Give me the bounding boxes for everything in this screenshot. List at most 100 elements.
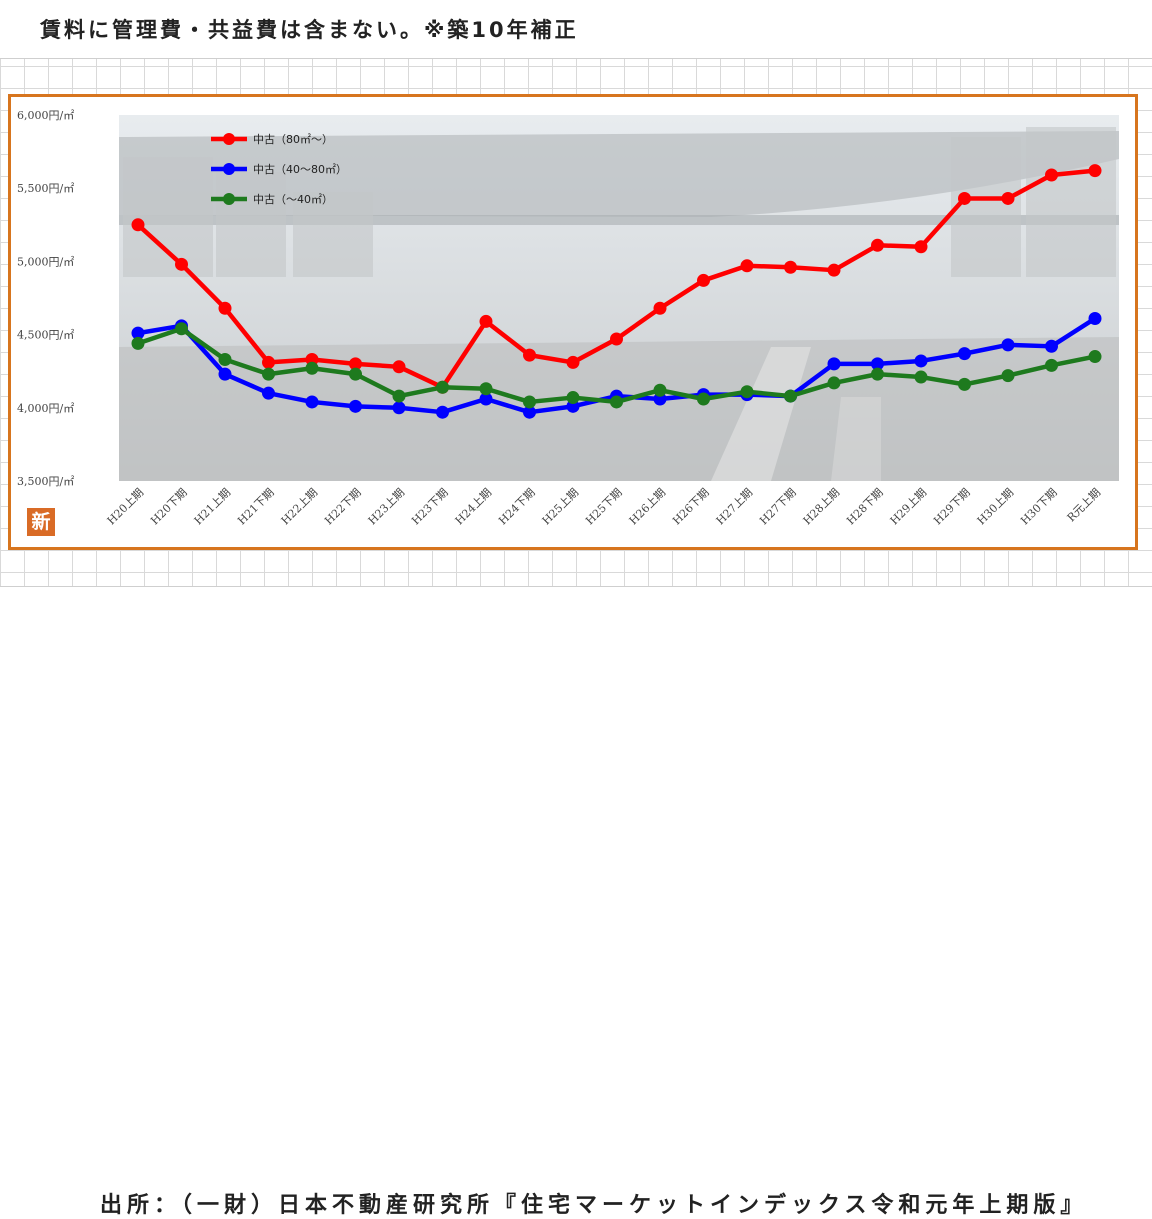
series-0-point <box>523 348 536 362</box>
series-2-point <box>523 395 536 409</box>
series-0-point <box>218 301 232 315</box>
footer-band: 出所：（一財）日本不動産研究所『住宅マーケットインデックス令和元年上期版』 <box>0 586 1152 1218</box>
series-1-point <box>131 326 145 340</box>
legend-label-1: 中古（40～80㎡） <box>253 163 347 176</box>
line-chart: 3,500円/㎡ 4,000円/㎡ 4,500円/㎡ 5,000円/㎡ 5,500円/㎡… <box>17 109 1119 527</box>
series-1-point <box>958 347 971 361</box>
series-0-point <box>610 332 623 346</box>
series-1-point <box>479 392 493 406</box>
series-1-point <box>218 367 232 381</box>
series-0-point <box>349 357 362 371</box>
series-2-point <box>740 385 754 399</box>
y-tick-label: 6,000円/㎡ <box>17 109 74 122</box>
series-2-point <box>305 361 319 375</box>
legend-marker-0 <box>223 133 235 145</box>
x-tick-label: H28下期 <box>844 486 885 527</box>
y-tick-label: 5,500円/㎡ <box>17 182 74 195</box>
legend-marker-2 <box>223 193 235 205</box>
x-tick-label: H30上期 <box>975 486 1016 527</box>
series-0-point <box>784 260 797 274</box>
series-0-point <box>175 257 188 271</box>
series-2-point <box>262 367 275 381</box>
series-2-point <box>697 392 710 406</box>
series-0-point <box>1045 168 1058 182</box>
series-2-point <box>914 370 928 384</box>
x-tick-label: H30下期 <box>1018 486 1059 527</box>
series-2-point <box>1001 369 1015 383</box>
series-2-point <box>827 376 841 390</box>
series-1-point <box>1001 338 1015 352</box>
series-0-point <box>131 218 145 232</box>
series-2-point <box>479 382 493 396</box>
x-tick-label: H21下期 <box>235 486 276 527</box>
x-tick-label: H25下期 <box>583 486 624 527</box>
shin-logo-icon: 新 <box>27 508 55 536</box>
series-0-point <box>479 314 493 328</box>
series-2-point <box>349 367 362 381</box>
series-2-point <box>392 389 406 403</box>
series-2-point <box>436 380 449 394</box>
series-2-point <box>784 389 797 403</box>
series-2-point <box>653 383 667 397</box>
y-tick-label: 3,500円/㎡ <box>17 475 74 488</box>
x-tick-label: H29下期 <box>931 486 972 527</box>
series-1-point <box>827 357 841 371</box>
x-tick-label: H26下期 <box>670 486 711 527</box>
legend-label-0: 中古（80㎡～） <box>253 133 333 146</box>
series-1-point <box>1088 311 1102 325</box>
x-tick-label: R元上期 <box>1065 486 1103 524</box>
x-tick-label: H25上期 <box>540 486 581 527</box>
series-2-point <box>175 322 188 336</box>
series-2-point <box>1045 358 1058 372</box>
x-tick-label: H20下期 <box>148 486 189 527</box>
x-tick-label: H23下期 <box>409 486 450 527</box>
rent-note: 賃料に管理費・共益費は含まない。※築10年補正 <box>40 18 579 42</box>
series-0-point <box>871 238 884 252</box>
series-1-point <box>392 401 406 415</box>
series-1-point <box>523 405 536 419</box>
series-2-point <box>1088 350 1102 364</box>
series-0-point <box>566 355 580 369</box>
series-1-point <box>349 399 362 413</box>
x-tick-label: H29上期 <box>888 486 929 527</box>
chart-frame: 3,500円/㎡ 4,000円/㎡ 4,500円/㎡ 5,000円/㎡ 5,500円/㎡… <box>8 94 1138 550</box>
x-tick-label: H27上期 <box>714 486 755 527</box>
y-tick-label: 4,500円/㎡ <box>17 329 74 342</box>
series-1-point <box>914 354 928 368</box>
series-1-point <box>305 395 319 409</box>
series-1-point <box>1045 339 1058 353</box>
series-2-point <box>566 391 580 405</box>
x-tick-label: H22上期 <box>279 486 320 527</box>
series-0-point <box>827 263 841 277</box>
series-1-point <box>871 357 884 371</box>
x-tick-label: H27下期 <box>757 486 798 527</box>
series-2-point <box>218 352 232 366</box>
series-0-point <box>262 355 275 369</box>
series-2-point <box>871 367 884 381</box>
legend-marker-1 <box>223 163 235 175</box>
x-tick-label: H26上期 <box>627 486 668 527</box>
x-tick-label: H22下期 <box>322 486 363 527</box>
x-tick-label: H28上期 <box>801 486 842 527</box>
x-tick-label: H20上期 <box>105 486 146 527</box>
x-tick-label: H24上期 <box>453 486 494 527</box>
chart-series <box>131 164 1102 419</box>
series-0-point <box>914 240 928 254</box>
series-1-point <box>436 405 449 419</box>
x-tick-label: H21上期 <box>192 486 233 527</box>
x-tick-label: H23上期 <box>366 486 407 527</box>
street-photo-background <box>119 115 1119 481</box>
series-2-point <box>958 377 971 391</box>
series-2-point <box>610 395 623 409</box>
header-band: 賃料に管理費・共益費は含まない。※築10年補正 <box>0 0 1152 59</box>
y-tick-label: 4,000円/㎡ <box>17 402 74 415</box>
series-0-point <box>392 360 406 374</box>
series-0-point <box>653 301 667 315</box>
source-citation: 出所：（一財）日本不動産研究所『住宅マーケットインデックス令和元年上期版』 <box>100 1193 1088 1218</box>
series-0-point <box>740 259 754 273</box>
series-1-point <box>262 386 275 400</box>
legend-label-2: 中古（～40㎡） <box>253 193 333 206</box>
chart-legend: 中古（80㎡～） 中古（40～80㎡） 中古（～40㎡） <box>211 133 347 206</box>
y-tick-label: 5,000円/㎡ <box>17 255 74 268</box>
series-0-point <box>958 191 971 205</box>
